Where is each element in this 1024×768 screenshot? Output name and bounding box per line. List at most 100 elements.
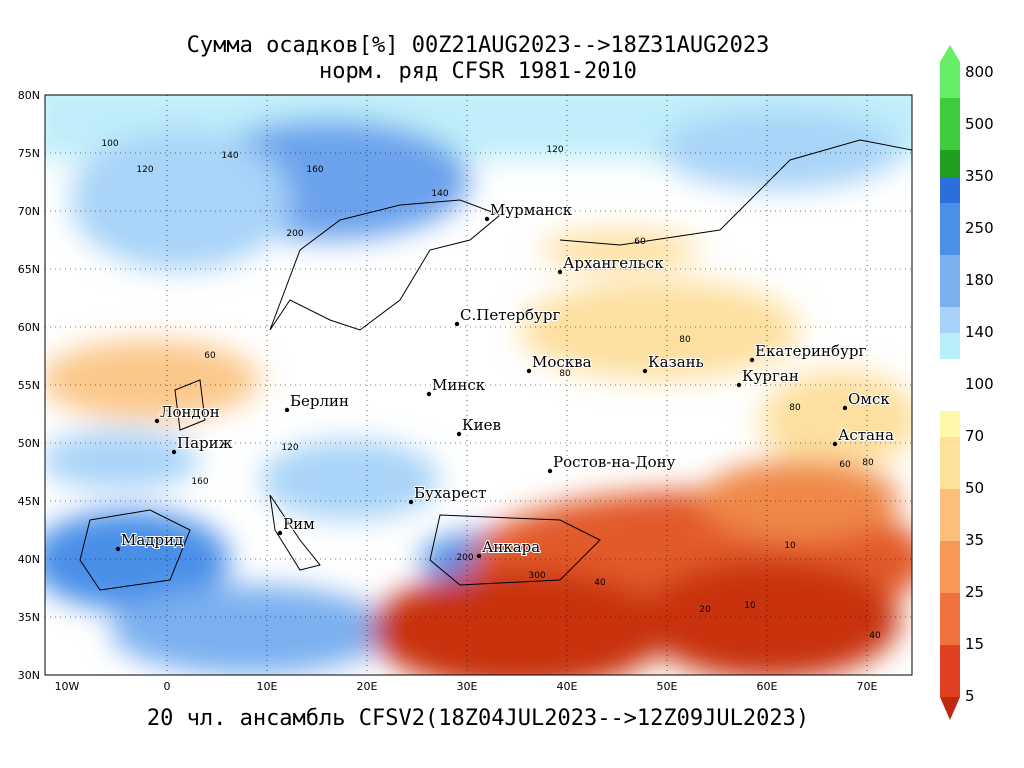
colorbar-label: 350 [965, 167, 994, 185]
colorbar-label: 70 [965, 427, 984, 445]
contour-label: 200 [456, 553, 473, 563]
city-label: Лондон [160, 403, 220, 421]
colorbar [940, 45, 960, 720]
city-dot [408, 499, 414, 505]
city-label: Берлин [290, 392, 349, 410]
contour-label: 100 [101, 139, 118, 149]
city-label: Москва [532, 353, 592, 371]
lat-label: 50N [18, 437, 40, 450]
city-label: Анкара [482, 538, 540, 556]
city-label: Мурманск [490, 201, 573, 219]
contour-label: 80 [862, 458, 874, 468]
lat-label: 65N [18, 263, 40, 276]
contour-label: 120 [136, 165, 153, 175]
colorbar-label: 25 [965, 583, 984, 601]
contour-label: 120 [546, 145, 563, 155]
colorbar-label: 35 [965, 531, 984, 549]
city-label: Ростов-на-Дону [553, 453, 676, 471]
city-label: Курган [742, 367, 799, 385]
city-dot [171, 449, 177, 455]
contour-label: 120 [281, 443, 298, 453]
lon-label: 50E [657, 680, 678, 693]
lat-label: 75N [18, 147, 40, 160]
contour-label: 140 [221, 151, 238, 161]
city-dot [476, 553, 482, 559]
lon-label: 20E [357, 680, 378, 693]
city-dot [456, 431, 462, 437]
lon-label: 40E [557, 680, 578, 693]
city-label: Париж [177, 434, 233, 452]
lon-label: 0 [164, 680, 171, 693]
colorbar-label: 100 [965, 375, 994, 393]
contour-label: 40 [594, 578, 606, 588]
colorbar-label: 5 [965, 687, 975, 705]
city-dot [547, 468, 553, 474]
contour-label: 60 [839, 460, 851, 470]
city-label: Мадрид [121, 531, 183, 549]
city-dot [284, 407, 290, 413]
city-label: Архангельск [563, 254, 664, 272]
contour-label: 200 [286, 229, 303, 239]
lat-label: 40N [18, 553, 40, 566]
lat-label: 30N [18, 669, 40, 682]
contour-label: 140 [431, 189, 448, 199]
city-dot [277, 530, 283, 536]
city-dot [115, 546, 121, 552]
city-label: Казань [648, 353, 704, 371]
contour-label: 80 [679, 335, 691, 345]
lat-label: 80N [18, 89, 40, 102]
city-dot [736, 382, 742, 388]
lon-label: 10W [55, 680, 80, 693]
city-label: Минск [432, 376, 486, 394]
city-dot [154, 418, 160, 424]
lat-label: 60N [18, 321, 40, 334]
contour-label: 160 [306, 165, 323, 175]
colorbar-label: 15 [965, 635, 984, 653]
city-label: Омск [848, 390, 890, 408]
city-dot [642, 368, 648, 374]
contour-label: 10 [784, 541, 796, 551]
city-label: Астана [838, 426, 894, 444]
city-dot [842, 405, 848, 411]
city-dot [426, 391, 432, 397]
city-dot [484, 216, 490, 222]
lat-label: 45N [18, 495, 40, 508]
contour-label: 40 [869, 631, 881, 641]
colorbar-label: 800 [965, 63, 994, 81]
city-label: Бухарест [414, 484, 486, 502]
colorbar-label: 140 [965, 323, 994, 341]
contour-label: 80 [789, 403, 801, 413]
contour-label: 20 [699, 605, 711, 615]
lat-label: 70N [18, 205, 40, 218]
contour-label: 160 [191, 477, 208, 487]
contour-label: 60 [634, 237, 646, 247]
map-frame [44, 94, 913, 676]
contour-label: 300 [528, 571, 545, 581]
lon-label: 60E [757, 680, 778, 693]
colorbar-label: 500 [965, 115, 994, 133]
lon-label: 70E [857, 680, 878, 693]
city-dot [832, 441, 838, 447]
lat-label: 35N [18, 611, 40, 624]
city-label: С.Петербург [460, 306, 560, 324]
subtitle: норм. ряд CFSR 1981-2010 [319, 59, 637, 84]
contour-label: 80 [559, 369, 571, 379]
colorbar-label: 180 [965, 271, 994, 289]
contour-label: 10 [744, 601, 756, 611]
title: Сумма осадков[%] 00Z21AUG2023-->18Z31AUG… [187, 33, 770, 58]
footer: 20 чл. ансамбль CFSV2(18Z04JUL2023-->12Z… [147, 706, 809, 731]
city-dot [749, 357, 755, 363]
lat-label: 55N [18, 379, 40, 392]
lon-label: 10E [257, 680, 278, 693]
city-dot [557, 269, 563, 275]
city-label: Киев [462, 416, 501, 434]
city-label: Рим [283, 515, 315, 533]
colorbar-label: 50 [965, 479, 984, 497]
city-dot [454, 321, 460, 327]
colorbar-label: 250 [965, 219, 994, 237]
city-dot [526, 368, 532, 374]
contour-label: 60 [204, 351, 216, 361]
precip-field [45, 95, 912, 675]
lon-label: 30E [457, 680, 478, 693]
